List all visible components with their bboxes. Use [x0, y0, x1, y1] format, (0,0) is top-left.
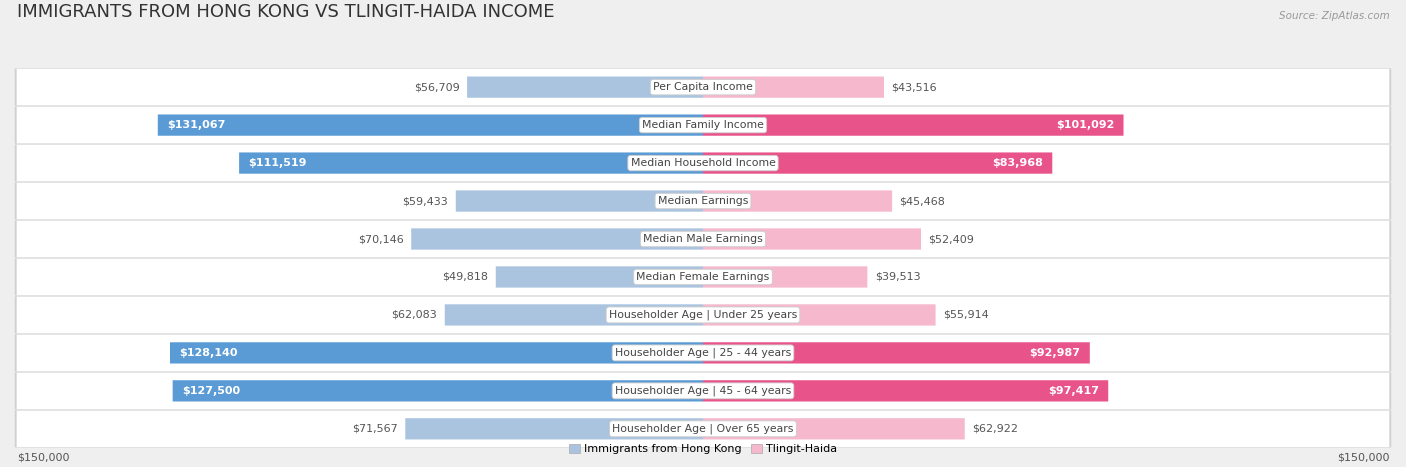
FancyBboxPatch shape: [15, 106, 1391, 144]
Text: $43,516: $43,516: [891, 82, 938, 92]
FancyBboxPatch shape: [17, 107, 1389, 143]
FancyBboxPatch shape: [15, 297, 1391, 333]
Text: Per Capita Income: Per Capita Income: [652, 82, 754, 92]
FancyBboxPatch shape: [239, 152, 703, 174]
FancyBboxPatch shape: [17, 69, 1389, 106]
FancyBboxPatch shape: [157, 114, 703, 136]
FancyBboxPatch shape: [17, 335, 1389, 371]
FancyBboxPatch shape: [15, 334, 1391, 372]
Text: $83,968: $83,968: [993, 158, 1043, 168]
FancyBboxPatch shape: [496, 266, 703, 288]
FancyBboxPatch shape: [170, 342, 703, 363]
Text: $111,519: $111,519: [249, 158, 307, 168]
Text: $127,500: $127,500: [181, 386, 240, 396]
FancyBboxPatch shape: [405, 418, 703, 439]
Text: $39,513: $39,513: [875, 272, 921, 282]
FancyBboxPatch shape: [703, 380, 1108, 402]
FancyBboxPatch shape: [703, 152, 1052, 174]
FancyBboxPatch shape: [15, 372, 1391, 410]
Legend: Immigrants from Hong Kong, Tlingit-Haida: Immigrants from Hong Kong, Tlingit-Haida: [568, 444, 838, 454]
FancyBboxPatch shape: [15, 410, 1391, 447]
Text: $150,000: $150,000: [17, 453, 69, 462]
Text: Householder Age | 25 - 44 years: Householder Age | 25 - 44 years: [614, 347, 792, 358]
Text: IMMIGRANTS FROM HONG KONG VS TLINGIT-HAIDA INCOME: IMMIGRANTS FROM HONG KONG VS TLINGIT-HAI…: [17, 3, 554, 21]
FancyBboxPatch shape: [17, 297, 1389, 333]
FancyBboxPatch shape: [703, 266, 868, 288]
FancyBboxPatch shape: [456, 191, 703, 212]
FancyBboxPatch shape: [703, 304, 935, 325]
Text: Source: ZipAtlas.com: Source: ZipAtlas.com: [1278, 11, 1389, 21]
Text: Householder Age | Under 25 years: Householder Age | Under 25 years: [609, 310, 797, 320]
Text: $62,083: $62,083: [391, 310, 437, 320]
FancyBboxPatch shape: [17, 410, 1389, 447]
FancyBboxPatch shape: [15, 144, 1391, 182]
FancyBboxPatch shape: [15, 220, 1391, 258]
FancyBboxPatch shape: [703, 228, 921, 250]
Text: $128,140: $128,140: [180, 348, 238, 358]
FancyBboxPatch shape: [17, 221, 1389, 257]
FancyBboxPatch shape: [15, 258, 1391, 296]
FancyBboxPatch shape: [703, 418, 965, 439]
Text: Median Male Earnings: Median Male Earnings: [643, 234, 763, 244]
Text: Median Female Earnings: Median Female Earnings: [637, 272, 769, 282]
Text: $56,709: $56,709: [413, 82, 460, 92]
FancyBboxPatch shape: [15, 69, 1391, 106]
Text: Householder Age | 45 - 64 years: Householder Age | 45 - 64 years: [614, 386, 792, 396]
Text: $131,067: $131,067: [167, 120, 225, 130]
FancyBboxPatch shape: [703, 342, 1090, 363]
Text: Median Earnings: Median Earnings: [658, 196, 748, 206]
Text: $52,409: $52,409: [928, 234, 974, 244]
FancyBboxPatch shape: [17, 145, 1389, 181]
FancyBboxPatch shape: [467, 77, 703, 98]
FancyBboxPatch shape: [703, 191, 893, 212]
Text: $49,818: $49,818: [443, 272, 488, 282]
FancyBboxPatch shape: [17, 183, 1389, 219]
Text: $62,922: $62,922: [972, 424, 1018, 434]
FancyBboxPatch shape: [17, 373, 1389, 409]
FancyBboxPatch shape: [411, 228, 703, 250]
FancyBboxPatch shape: [444, 304, 703, 325]
Text: Median Family Income: Median Family Income: [643, 120, 763, 130]
Text: $45,468: $45,468: [900, 196, 945, 206]
Text: Householder Age | Over 65 years: Householder Age | Over 65 years: [612, 424, 794, 434]
Text: $150,000: $150,000: [1337, 453, 1389, 462]
Text: $92,987: $92,987: [1029, 348, 1080, 358]
FancyBboxPatch shape: [17, 259, 1389, 295]
Text: $71,567: $71,567: [352, 424, 398, 434]
Text: $70,146: $70,146: [359, 234, 404, 244]
FancyBboxPatch shape: [15, 183, 1391, 219]
Text: $101,092: $101,092: [1056, 120, 1114, 130]
FancyBboxPatch shape: [173, 380, 703, 402]
Text: $55,914: $55,914: [943, 310, 988, 320]
Text: $59,433: $59,433: [402, 196, 449, 206]
FancyBboxPatch shape: [703, 77, 884, 98]
Text: $97,417: $97,417: [1047, 386, 1099, 396]
Text: Median Household Income: Median Household Income: [630, 158, 776, 168]
FancyBboxPatch shape: [703, 114, 1123, 136]
